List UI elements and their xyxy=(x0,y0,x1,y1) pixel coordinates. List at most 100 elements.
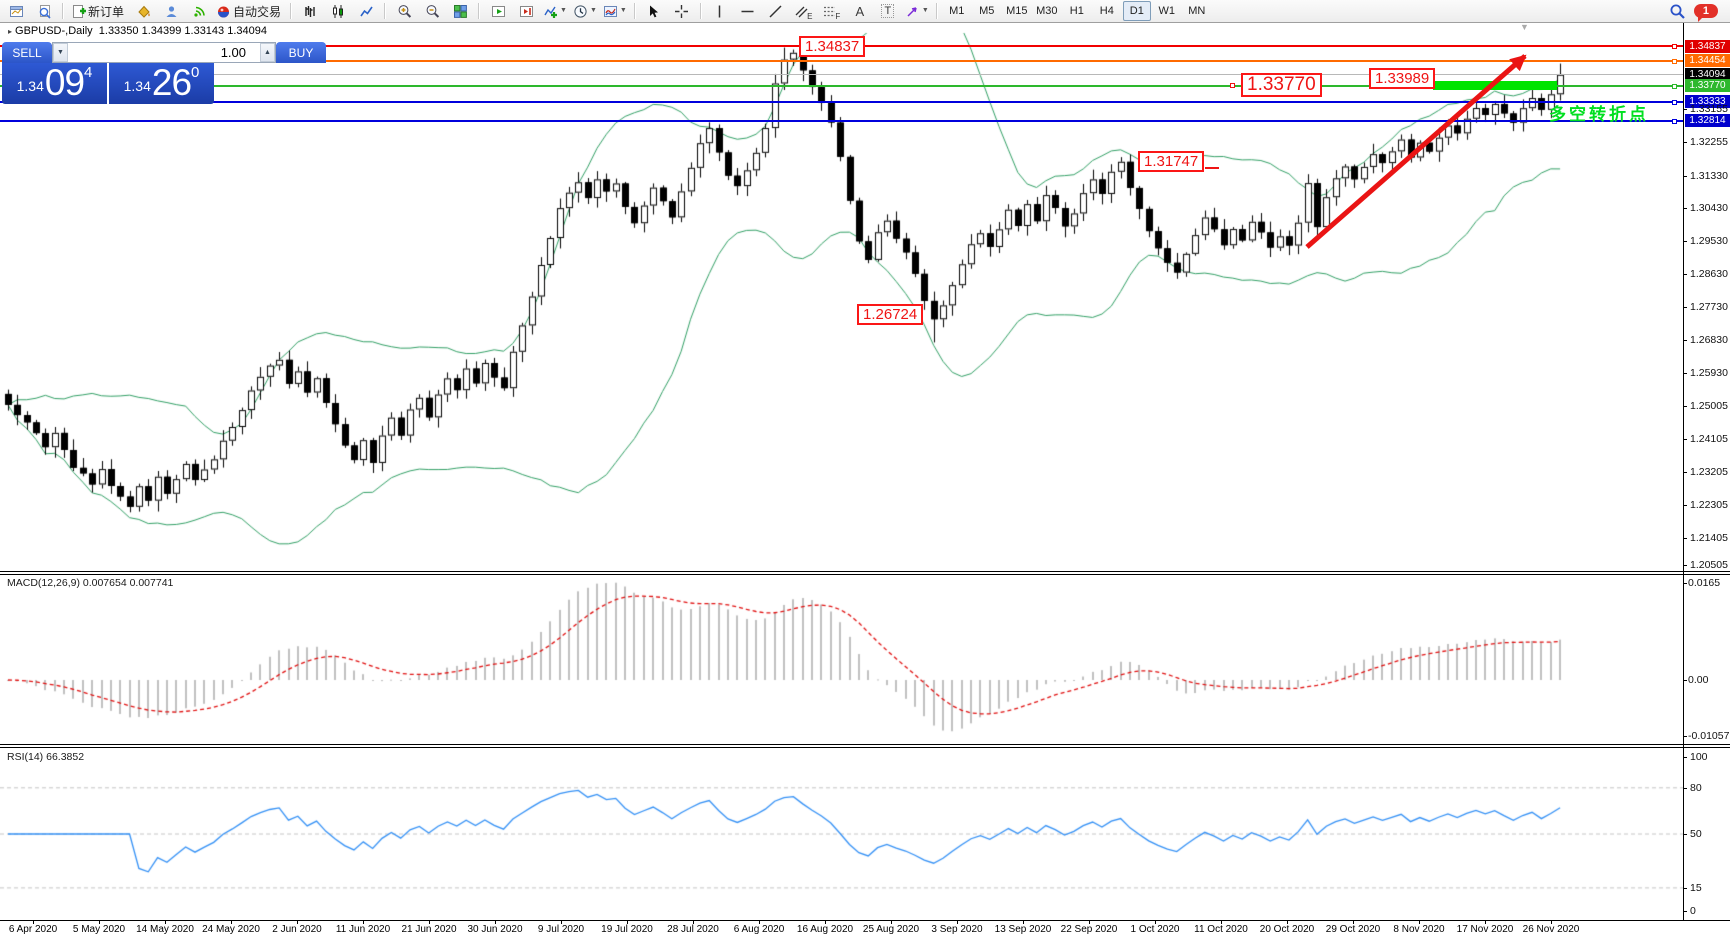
zoom-in-button[interactable] xyxy=(390,0,418,22)
rsi-tick-label: 50 xyxy=(1690,828,1702,840)
tf-button-H4[interactable]: H4 xyxy=(1099,5,1114,17)
horizontal-line-button[interactable] xyxy=(734,0,762,22)
publisher-button[interactable] xyxy=(157,0,185,22)
volume-increase-button[interactable]: ▲ xyxy=(260,43,275,62)
date-label: 16 Aug 2020 xyxy=(796,924,854,935)
date-label: 8 Nov 2020 xyxy=(1393,924,1445,935)
equidistant-channel-button[interactable]: E xyxy=(790,0,818,22)
price-annotation-1.33770[interactable]: 1.33770 xyxy=(1241,73,1322,97)
price-tick-label: 1.22305 xyxy=(1690,499,1728,511)
tf-button-W1[interactable]: W1 xyxy=(1158,5,1176,17)
styles-button[interactable] xyxy=(129,0,157,22)
indicators-button[interactable]: ▼ xyxy=(540,0,570,22)
support-line-1.33770[interactable] xyxy=(0,85,1683,87)
charts-window-button[interactable] xyxy=(2,0,30,22)
tf-button-M1[interactable]: M1 xyxy=(949,5,965,17)
date-tick-mark xyxy=(33,920,34,924)
search-icon[interactable] xyxy=(1669,3,1686,20)
candlestick-icon xyxy=(332,4,343,18)
price-annotation-1.34837[interactable]: 1.34837 xyxy=(799,36,866,57)
price-divider xyxy=(107,63,109,104)
arrows-tool-button[interactable]: ▼ xyxy=(902,0,932,22)
crosshair-button[interactable] xyxy=(668,0,696,22)
bar-chart-button[interactable] xyxy=(296,0,324,22)
line-anchor xyxy=(1672,84,1677,89)
fibonacci-button[interactable]: F xyxy=(818,0,846,22)
trendline-button[interactable] xyxy=(762,0,790,22)
date-tick-mark xyxy=(693,920,694,924)
text-tool-button[interactable]: A xyxy=(846,0,874,22)
price-tick-mark xyxy=(1683,373,1687,374)
chart-marker-icon: ▸ xyxy=(8,27,13,36)
date-label: 21 Jun 2020 xyxy=(401,924,457,935)
date-tick-mark xyxy=(561,920,562,924)
price-tick-mark xyxy=(1683,307,1687,308)
auto-scroll-button[interactable] xyxy=(484,0,512,22)
tf-button-M30[interactable]: M30 xyxy=(1036,5,1058,17)
price-axis[interactable] xyxy=(1683,23,1730,920)
price-annotation-1.33989[interactable]: 1.33989 xyxy=(1369,68,1436,89)
new-order-button[interactable]: 新订单 xyxy=(68,0,129,22)
buy-button[interactable]: BUY xyxy=(276,42,326,63)
support-line-1.32814[interactable] xyxy=(0,120,1683,122)
text-label-button[interactable]: T xyxy=(874,0,902,22)
tf-button-M5[interactable]: M5 xyxy=(979,5,995,17)
sell-price[interactable]: 1.34 09 4 xyxy=(2,63,107,104)
resistance-line-1.34454[interactable] xyxy=(0,60,1683,62)
new-order-label: 新订单 xyxy=(88,4,125,19)
macd-tick-mark xyxy=(1683,736,1687,737)
chart-window-icon xyxy=(9,5,23,17)
pane-separator[interactable] xyxy=(0,744,1730,745)
date-label: 6 Apr 2020 xyxy=(8,924,58,935)
date-tick-mark xyxy=(165,920,166,924)
vertical-line-icon xyxy=(719,5,721,17)
tf-button-MN[interactable]: MN xyxy=(1188,5,1206,17)
price-tick-mark xyxy=(1683,565,1687,566)
templates-button[interactable]: ▼ xyxy=(600,0,630,22)
tile-windows-button[interactable] xyxy=(446,0,474,22)
price-tick-label: 1.25005 xyxy=(1690,400,1728,412)
vertical-line-button[interactable] xyxy=(706,0,734,22)
chevron-down-icon: ▼ xyxy=(560,7,567,14)
date-tick-mark xyxy=(363,920,364,924)
sell-button[interactable]: SELL xyxy=(2,42,52,63)
rsi-tick-label: 100 xyxy=(1690,751,1708,763)
tf-button-D1[interactable]: D1 xyxy=(1122,1,1151,21)
price-tick-label: 1.32255 xyxy=(1690,136,1728,148)
date-tick-mark xyxy=(99,920,100,924)
trend-arrow[interactable] xyxy=(1295,40,1547,258)
line-chart-button[interactable] xyxy=(352,0,380,22)
current-price-line xyxy=(0,74,1683,75)
price-annotation-1.26724[interactable]: 1.26724 xyxy=(857,304,924,325)
date-tick-mark xyxy=(1221,920,1222,924)
price-tick-label: 1.29530 xyxy=(1690,235,1728,247)
print-preview-button[interactable] xyxy=(30,0,58,22)
candlestick-button[interactable] xyxy=(324,0,352,22)
tf-button-H1[interactable]: H1 xyxy=(1069,5,1084,17)
toolbar-separator xyxy=(633,3,636,19)
chart-shift-button[interactable] xyxy=(512,0,540,22)
zoom-out-button[interactable] xyxy=(418,0,446,22)
date-label: 17 Nov 2020 xyxy=(1456,924,1514,935)
price-annotation-1.31747[interactable]: 1.31747 xyxy=(1138,151,1205,172)
notifications-badge[interactable]: 1 xyxy=(1693,4,1718,22)
price-tick-label: 1.27730 xyxy=(1690,301,1728,313)
price-tick-label: 1.21405 xyxy=(1690,532,1728,544)
toolbar-separator xyxy=(290,3,293,19)
support-line-1.33333[interactable] xyxy=(0,101,1683,103)
channel-icon xyxy=(795,6,808,17)
periods-button[interactable]: ▼ xyxy=(570,0,600,22)
scroll-end-marker-icon[interactable]: ▼ xyxy=(1520,22,1529,32)
auto-trading-button[interactable]: 自动交易 xyxy=(213,0,286,22)
date-label: 11 Oct 2020 xyxy=(1194,924,1248,935)
cursor-button[interactable] xyxy=(640,0,668,22)
signals-button[interactable] xyxy=(185,0,213,22)
buy-price[interactable]: 1.34 26 0 xyxy=(109,63,214,104)
price-tick-mark xyxy=(1683,406,1687,407)
volume-decrease-button[interactable]: ▼ xyxy=(53,43,68,62)
volume-input[interactable] xyxy=(68,44,260,61)
tf-button-M15[interactable]: M15 xyxy=(1006,5,1028,17)
pane-separator[interactable] xyxy=(0,571,1730,572)
